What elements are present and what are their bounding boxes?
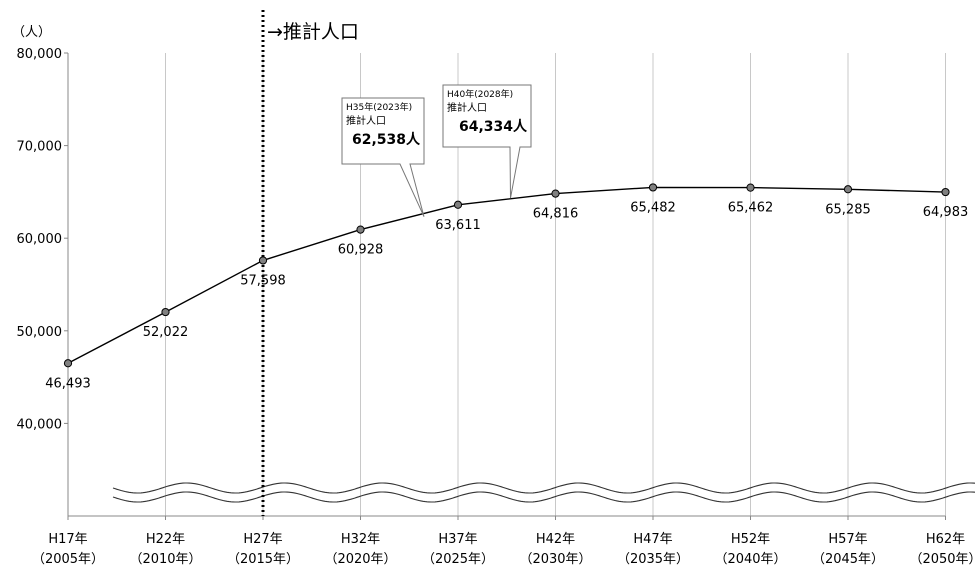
x-tick-label-era: H17年: [48, 532, 87, 547]
x-tick-label-era: H22年: [146, 532, 185, 547]
callout-value: 64,334人: [459, 118, 528, 135]
data-label: 65,462: [728, 201, 774, 216]
axes: [64, 52, 946, 520]
y-unit-label: （人）: [12, 25, 51, 40]
y-tick-label: 80,000: [17, 47, 63, 62]
data-label: 63,611: [435, 218, 481, 233]
x-tick-label-era: H57年: [828, 532, 867, 547]
x-tick-label-era: H52年: [731, 532, 770, 547]
data-label: 60,928: [338, 243, 384, 258]
y-tick-label: 40,000: [17, 417, 63, 432]
x-tick-label-year: （2040年）: [714, 552, 786, 567]
y-tick-label: 70,000: [17, 140, 63, 155]
x-tick-label-year: （2030年）: [519, 552, 591, 567]
data-point-marker: [941, 187, 950, 197]
population-line: [67, 186, 946, 364]
x-tick-label-era: H27年: [243, 532, 282, 547]
x-tick-label-era: H42年: [536, 532, 575, 547]
callouts: H35年(2023年)推計人口62,538人H40年(2028年)推計人口64,…: [341, 84, 532, 217]
data-point-marker: [356, 225, 365, 234]
data-point-marker: [746, 183, 755, 192]
callout-year: H40年(2028年): [447, 88, 513, 100]
data-point-marker: [258, 256, 268, 265]
x-tick-label-year: （2025年）: [422, 552, 494, 567]
data-point-marker: [648, 183, 658, 192]
data-label: 64,816: [533, 207, 579, 222]
callout-box: [341, 97, 425, 217]
data-label: 65,285: [825, 202, 871, 217]
axis-break-marker: [112, 482, 976, 503]
data-point-marker: [551, 189, 560, 198]
axis-break-wave: [112, 482, 976, 494]
x-tick-label-era: H32年: [341, 532, 380, 547]
y-tick-label: 60,000: [17, 232, 63, 247]
x-tick-label-year: （2050年）: [909, 552, 976, 567]
population-series: [63, 183, 950, 368]
callout-value: 62,538人: [352, 131, 421, 148]
x-tick-label-year: （2035年）: [617, 552, 689, 567]
data-label: 52,022: [143, 325, 189, 340]
callout-box: [442, 84, 532, 199]
data-point-marker: [63, 359, 73, 368]
axis-break-wave: [112, 491, 976, 503]
text-labels: 40,000 50,000 60,000 70,000 80,000 （人） H17年 （20…: [12, 21, 976, 567]
callout-title: 推計人口: [346, 114, 386, 127]
x-tick-label-year: （2045年）: [812, 552, 884, 567]
projection-label: →推計人口: [267, 21, 359, 43]
data-label: 57,598: [240, 273, 286, 288]
data-label: 46,493: [45, 376, 91, 391]
x-tick-label-era: H37年: [438, 532, 477, 547]
x-tick-label-era: H47年: [633, 532, 672, 547]
data-label: 64,983: [923, 205, 969, 220]
y-tick-label: 50,000: [17, 325, 63, 340]
x-tick-label-year: （2020年）: [324, 552, 396, 567]
data-label: 65,482: [630, 200, 676, 215]
x-tick-label-year: （2015年）: [227, 552, 299, 567]
callout-title: 推計人口: [447, 101, 487, 114]
x-tick-label-era: H62年: [926, 532, 965, 547]
x-tick-label-year: （2010年）: [129, 552, 201, 567]
callout-year: H35年(2023年): [346, 101, 412, 113]
x-tick-label-year: （2005年）: [32, 552, 104, 567]
data-point-marker: [161, 307, 170, 317]
data-point-marker: [843, 185, 853, 194]
data-point-marker: [453, 200, 463, 209]
